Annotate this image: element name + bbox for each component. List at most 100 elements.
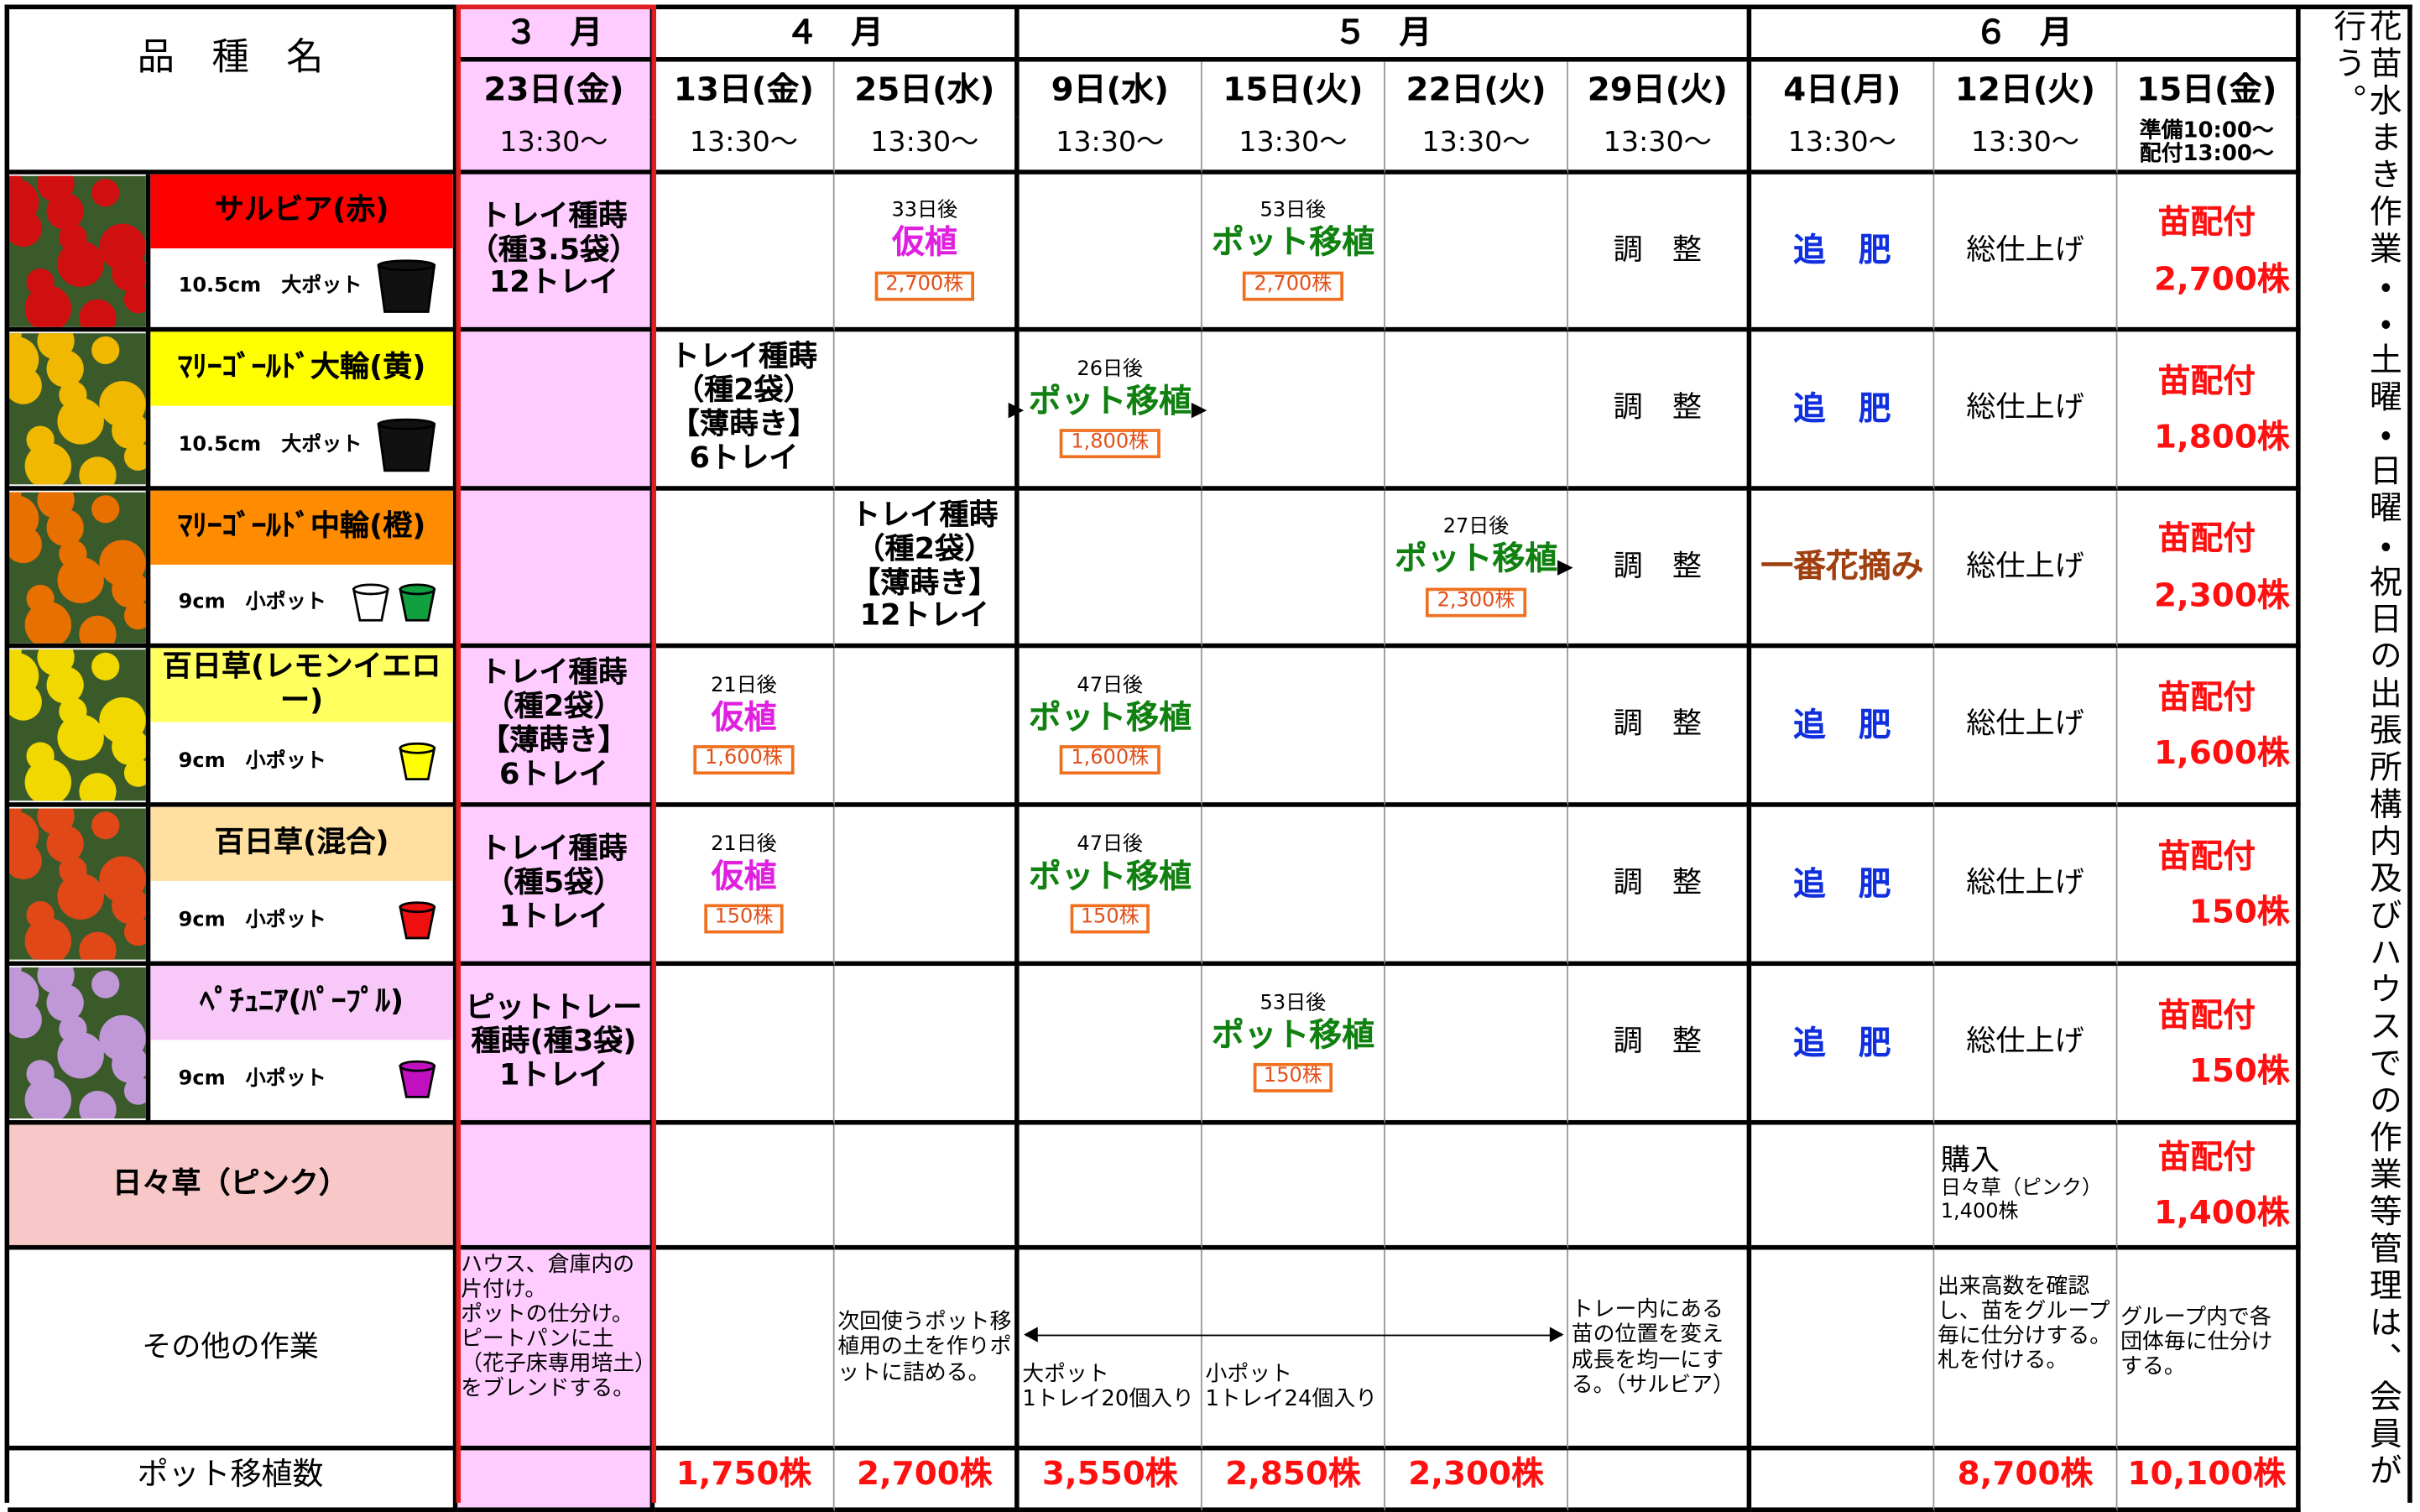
pot-icon [377, 259, 436, 314]
variety-name: 日々草（ピンク） [112, 1166, 349, 1201]
date-label: 12日(火) [1954, 70, 2096, 108]
pot-band: 9cm 小ポット [150, 722, 452, 803]
month-header: ６ 月 [1751, 8, 2301, 62]
time-label: 13:30～ [1421, 126, 1531, 159]
pot-icon [399, 583, 436, 623]
date-header: 4日(月) [1751, 61, 1935, 117]
other-work-cell: グループ内で各団体毎に仕分けする。 [2117, 1249, 2301, 1451]
variety-name: サルビア(赤) [214, 192, 389, 227]
time-header: 13:30～ [1385, 117, 1569, 175]
variety-cell: ﾏﾘｰｺﾞｰﾙﾄﾞ中輪(橙) 9cm 小ポット [150, 490, 458, 649]
other-work-label: その他の作業 [142, 1329, 319, 1363]
task: ポット移植 [1028, 382, 1192, 420]
task: 苗配付 [2157, 1138, 2256, 1176]
other-work-cell [655, 1249, 835, 1451]
schedule-cell [655, 966, 835, 1125]
date-label: 4日(月) [1783, 70, 1901, 108]
pot-icons [397, 742, 437, 782]
variety-cell: サルビア(赤) 10.5cm 大ポット [150, 174, 458, 332]
variety-name: ﾍﾟﾁｭﾆｱ(ﾊﾟｰﾌﾟﾙ) [200, 984, 404, 1019]
schedule-cell: トレイ種蒔 （種2袋） 【薄蒔き】 6トレイ [655, 331, 835, 491]
flower-photo [8, 966, 151, 1125]
schedule-cell [1568, 1124, 1752, 1250]
schedule-cell: 総仕上げ [1934, 331, 2118, 491]
schedule-cell: 21日後 仮植 150株 [655, 806, 835, 967]
schedule-cell: 苗配付 1,600株 [2117, 648, 2301, 807]
plant-count: 2,700株 [874, 270, 975, 300]
work-note: ハウス、倉庫内の片付け。 ポットの仕分け。 ピートパンに土（花子床専用培土）をブ… [461, 1253, 646, 1402]
other-work-cell: 小ポット 1トレイ24個入り [1202, 1249, 1385, 1451]
variety-name-band: サルビア(赤) [150, 174, 453, 248]
pot-size: 9cm 小ポット [178, 908, 326, 931]
month-header: ３ 月 [457, 8, 655, 62]
task: 調 整 [1613, 1025, 1703, 1059]
time-header: 13:30～ [1202, 117, 1385, 175]
pot-count-label: ポット移植数 [137, 1454, 324, 1493]
variety-cell: ﾏﾘｰｺﾞｰﾙﾄﾞ大輪(黄) 10.5cm 大ポット [150, 331, 458, 491]
time-header: 13:30～ [834, 117, 1020, 175]
time-header: 13:30～ [1934, 117, 2118, 175]
date-label: 13日(金) [673, 70, 815, 108]
schedule-cell: 調 整 [1568, 966, 1752, 1125]
task: トレイ種蒔 （種3.5袋） 12トレイ [468, 198, 639, 300]
task: 総仕上げ [1966, 548, 2084, 583]
time-label: 13:30～ [499, 126, 608, 159]
date-label: 23日(金) [483, 70, 624, 108]
pot-icon [399, 901, 436, 940]
schedule-cell: 追 肥 [1751, 648, 1935, 807]
delivery-count: 150株 [2188, 1052, 2290, 1090]
days-after: 53日後 [1260, 992, 1327, 1015]
purchase-note: 日々草（ピンク） 1,400株 [1940, 1176, 2103, 1224]
schedule-cell: 追 肥 [1751, 331, 1935, 491]
date-header: 22日(火) [1385, 61, 1569, 117]
month-label: ４ 月 [785, 13, 884, 51]
schedule-cell [834, 966, 1020, 1125]
pot-count-cell: 2,300株 [1385, 1450, 1569, 1512]
pot-count: 2,850株 [1225, 1455, 1361, 1493]
schedule-cell: ピットトレー 種蒔(種3袋) 1トレイ [457, 966, 655, 1125]
flower-photo [8, 806, 151, 967]
task: ポット移植 [1211, 1016, 1374, 1054]
schedule-cell: 購入 日々草（ピンク） 1,400株 [1934, 1124, 2118, 1250]
date-label: 25日(水) [854, 70, 995, 108]
variety-cell: ﾍﾟﾁｭﾆｱ(ﾊﾟｰﾌﾟﾙ) 9cm 小ポット [150, 966, 458, 1125]
pot-icon [377, 418, 436, 472]
other-work-label-cell: その他の作業 [8, 1249, 458, 1451]
schedule-cell [655, 174, 835, 332]
other-work-cell: 次回使うポット移植用の土を作りポットに詰める。 [834, 1249, 1020, 1451]
time-label: 13:30～ [1970, 126, 2080, 159]
time-header: 13:30～ [655, 117, 835, 175]
variety-name-band: ﾏﾘｰｺﾞｰﾙﾄﾞ大輪(黄) [150, 331, 453, 406]
pot-band: 9cm 小ポット [150, 881, 452, 962]
month-label: ３ 月 [504, 13, 603, 51]
schedule-cell [1202, 1124, 1385, 1250]
task: トレイ種蒔 （種5袋） 1トレイ [480, 832, 628, 934]
schedule-cell [457, 490, 655, 649]
time-header: 準備10:00～ 配付13:00～ [2117, 117, 2301, 175]
pot-icons [375, 259, 437, 315]
task: 一番花摘み [1760, 548, 1924, 586]
work-note: 出来高数を確認し、苗をグループ毎に仕分けする。 札を付ける。 [1938, 1274, 2112, 1374]
arrow-head [1008, 402, 1025, 418]
schedule-cell: 一番花摘み [1751, 490, 1935, 649]
schedule-cell [1202, 806, 1385, 967]
task: 購入 [1940, 1143, 2000, 1178]
variety-name: 百日草(レモンイエロー) [162, 649, 441, 718]
plant-count: 1,800株 [1060, 429, 1160, 459]
variety-cell: 百日草(レモンイエロー) 9cm 小ポット [150, 648, 458, 807]
pot-size: 9cm 小ポット [178, 590, 326, 614]
date-header: 15日(金) [2117, 61, 2301, 117]
other-work-cell: トレー内にある苗の位置を変え成長を均一にする。（サルビア） [1568, 1249, 1752, 1451]
schedule-cell [834, 331, 1020, 491]
schedule-cell: 総仕上げ [1934, 966, 2118, 1125]
variety-name-band: 百日草(混合) [150, 806, 453, 881]
time-label: 13:30～ [1056, 126, 1165, 159]
days-after: 47日後 [1077, 832, 1144, 857]
schedule-cell [1202, 648, 1385, 807]
plant-count: 150株 [1069, 904, 1150, 934]
schedule-cell: 調 整 [1568, 174, 1752, 332]
task: 追 肥 [1793, 232, 1891, 269]
date-header: 12日(火) [1934, 61, 2118, 117]
schedule-cell: トレイ種蒔 （種5袋） 1トレイ [457, 806, 655, 967]
date-label: 15日(金) [2136, 70, 2277, 108]
